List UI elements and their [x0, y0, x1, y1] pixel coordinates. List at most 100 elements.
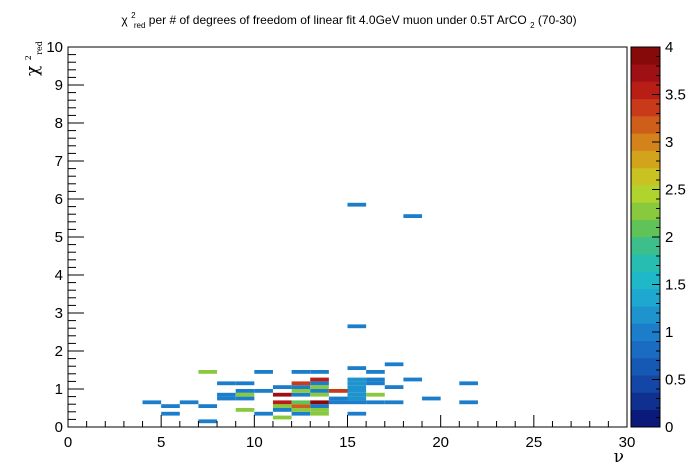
heatmap-cell — [235, 408, 255, 412]
heatmap-cell — [347, 366, 367, 370]
color-scale-step — [631, 185, 660, 203]
heatmap-cell — [272, 404, 292, 408]
heatmap-cell — [347, 392, 367, 397]
color-scale-label: 2.5 — [665, 182, 686, 199]
color-scale-step — [631, 306, 660, 324]
x-tick-label: 15 — [339, 434, 356, 451]
heatmap-cell — [217, 396, 236, 401]
y-tick-label: 1 — [55, 381, 63, 398]
color-scale-step — [631, 47, 660, 65]
heatmap-cells — [142, 202, 478, 424]
heatmap-cell — [272, 400, 292, 405]
y-label-symbol: χ — [23, 66, 43, 76]
heatmap-cell — [217, 381, 236, 386]
chart-title: χ 2 red per # of degrees of freedom of l… — [121, 7, 576, 31]
x-tick-label: 5 — [157, 434, 165, 451]
y-axis-label: χ 2 red — [16, 41, 44, 76]
heatmap-cell — [291, 385, 311, 389]
heatmap-cell — [384, 400, 404, 405]
title-text-a: per # of degrees of freedom of linear fi… — [149, 13, 527, 27]
color-scale-step — [631, 392, 660, 411]
y-tick-label: 7 — [55, 153, 63, 170]
heatmap-cell — [366, 370, 385, 374]
y-tick-label: 3 — [55, 305, 63, 322]
heatmap-cell — [366, 400, 385, 405]
heatmap-cell — [291, 404, 311, 408]
x-tick-label: 30 — [619, 434, 636, 451]
title-chi-sub: red — [134, 21, 146, 30]
color-scale-step — [631, 323, 660, 341]
y-tick-label: 10 — [46, 39, 63, 56]
heatmap-cell — [310, 370, 329, 374]
heatmap-cell — [347, 400, 367, 405]
y-tick-label: 8 — [55, 115, 63, 132]
heatmap-cell — [161, 411, 180, 416]
heatmap-cell — [291, 370, 311, 374]
x-axis-label: ν — [614, 447, 624, 467]
x-tick-label: 20 — [432, 434, 449, 451]
color-scale-step — [631, 167, 660, 186]
heatmap-cell — [235, 396, 255, 401]
heatmap-cell — [235, 389, 255, 393]
heatmap-cell — [198, 404, 218, 408]
heatmap-cell — [347, 377, 367, 382]
heatmap-cell — [310, 392, 329, 397]
heatmap-cell — [347, 396, 367, 401]
heatmap-cell — [291, 400, 311, 405]
heatmap-cell — [291, 411, 311, 416]
heatmap-cell — [310, 404, 329, 408]
heatmap-cell — [328, 396, 348, 401]
heatmap-cell — [272, 392, 292, 397]
color-scale-step — [631, 288, 660, 307]
heatmap-cell — [272, 415, 292, 420]
color-scale-step — [631, 116, 660, 134]
color-scale-step — [631, 271, 660, 290]
color-scale-label: 0 — [665, 419, 673, 436]
y-tick-label: 4 — [55, 267, 63, 284]
color-scale-step — [631, 340, 660, 359]
title-text-b: (70-30) — [538, 13, 577, 27]
heatmap-cell — [366, 392, 385, 397]
y-label-sup: 2 — [24, 55, 33, 60]
heatmap-cell — [198, 370, 218, 374]
heatmap-cell — [310, 411, 329, 416]
heatmap-cell — [459, 400, 478, 405]
color-scale: 0 0.5 1 1.5 2 2.5 3 3.5 4 — [630, 39, 686, 436]
heatmap-cell — [291, 392, 311, 397]
heatmap-cell — [347, 411, 367, 416]
heatmap-cell — [310, 408, 329, 412]
heatmap-cell — [310, 400, 329, 405]
y-tick-label: 5 — [55, 229, 63, 246]
heatmap-cell — [347, 381, 367, 386]
color-scale-step — [631, 219, 660, 238]
y-label-sub: red — [35, 41, 44, 55]
color-scale-label: 3 — [665, 134, 673, 151]
heatmap-cell — [347, 202, 367, 207]
heatmap-cell — [310, 381, 329, 386]
heatmap-cell — [366, 377, 385, 382]
color-scale-step — [631, 81, 660, 100]
heatmap-cell — [403, 377, 423, 382]
heatmap-cell — [235, 381, 255, 386]
color-scale-label: 4 — [665, 39, 673, 56]
heatmap-cell — [254, 389, 273, 393]
color-scale-step — [631, 375, 660, 393]
heatmap-cell — [384, 385, 404, 389]
heatmap-cell — [272, 408, 292, 412]
color-scale-label: 1.5 — [665, 277, 686, 294]
heatmap-cell — [384, 362, 404, 367]
color-scale-step — [631, 254, 660, 272]
y-tick-label: 9 — [55, 77, 63, 94]
heatmap-cell — [347, 324, 367, 329]
heatmap-cell — [142, 400, 162, 405]
heatmap-cell — [291, 408, 311, 412]
heatmap-cell — [272, 385, 292, 389]
color-scale-label: 1 — [665, 324, 673, 341]
y-axis: 0 1 2 3 4 5 6 7 8 9 10 — [46, 39, 84, 436]
heatmap-cell — [328, 389, 348, 393]
color-scale-step — [631, 64, 660, 82]
heatmap-cell — [235, 392, 255, 397]
color-scale-step — [631, 133, 660, 151]
x-tick-label: 10 — [246, 434, 263, 451]
